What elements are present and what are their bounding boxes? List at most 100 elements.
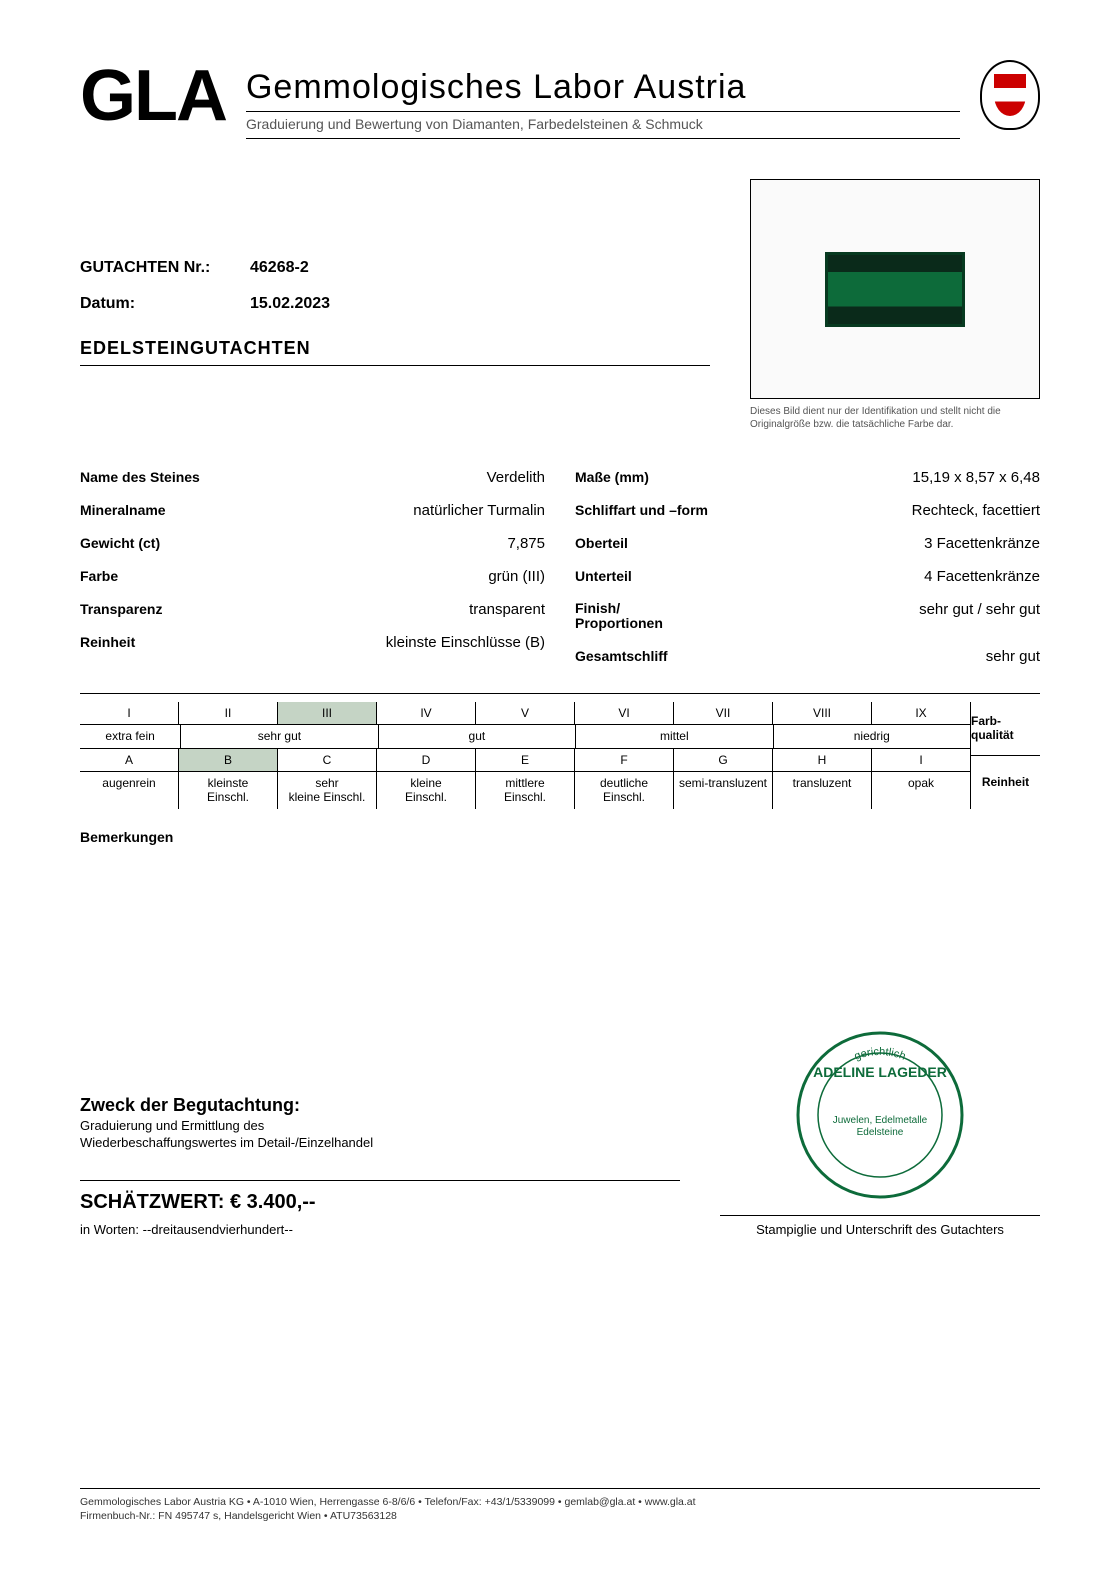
cert-date: 15.02.2023	[250, 295, 330, 313]
grade-cell: sehr gut	[181, 725, 378, 747]
grade-cell: C	[278, 749, 377, 771]
grade-cell: VII	[674, 702, 773, 724]
property-key: Transparenz	[80, 601, 162, 618]
photo-block: Dieses Bild dient nur der Identifikation…	[750, 179, 1040, 431]
grade-cell: kleineEinschl.	[377, 772, 476, 809]
property-value: transparent	[469, 601, 545, 618]
cert-number-label: GUTACHTEN Nr.:	[80, 259, 250, 277]
property-value: Verdelith	[487, 469, 545, 486]
grade-cell: mittlereEinschl.	[476, 772, 575, 809]
property-key: Gewicht (ct)	[80, 535, 160, 552]
grade-cell: augenrein	[80, 772, 179, 809]
grade-cell: IX	[872, 702, 970, 724]
grade-cell: semi-transluzent	[674, 772, 773, 809]
property-value: kleinste Einschlüsse (B)	[386, 634, 545, 651]
property-value: 4 Facettenkränze	[924, 568, 1040, 585]
property-key: Farbe	[80, 568, 118, 585]
remarks-label: Bemerkungen	[80, 829, 1040, 845]
property-row: Transparenz transparent	[80, 593, 545, 626]
logo: GLA	[80, 60, 226, 132]
grade-cell: III	[278, 702, 377, 724]
stamp-block: gerichtlich ADELINE LAGEDER Juwelen, Ede…	[720, 1025, 1040, 1237]
grade-cell: E	[476, 749, 575, 771]
header: GLA Gemmologisches Labor Austria Graduie…	[80, 60, 1040, 139]
property-key: Gesamtschliff	[575, 648, 668, 665]
grade-cell: F	[575, 749, 674, 771]
purpose-title: Zweck der Begutachtung:	[80, 1095, 680, 1116]
property-value: Rechteck, facettiert	[912, 502, 1040, 519]
property-row: Mineralname natürlicher Turmalin	[80, 494, 545, 527]
property-row: Unterteil 4 Facettenkränze	[575, 560, 1040, 593]
grade-cell: mittel	[576, 725, 773, 747]
property-row: Oberteil 3 Facettenkränze	[575, 527, 1040, 560]
property-key: Schliffart und –form	[575, 502, 708, 519]
grade-cell: niedrig	[774, 725, 970, 747]
grade-cell: extra fein	[80, 725, 181, 747]
property-row: Finish/ Proportionensehr gut / sehr gut	[575, 593, 1040, 640]
property-row: Name des Steines Verdelith	[80, 461, 545, 494]
company-subtitle: Graduierung und Bewertung von Diamanten,…	[246, 112, 960, 139]
section-title: EDELSTEINGUTACHTEN	[80, 338, 710, 366]
purpose-block: Zweck der Begutachtung: Graduierung und …	[80, 1095, 680, 1237]
grade-cell: deutlicheEinschl.	[575, 772, 674, 809]
side-clarity: Reinheit	[971, 756, 1040, 809]
property-value: 15,19 x 8,57 x 6,48	[912, 469, 1040, 486]
property-row: Maße (mm) 15,19 x 8,57 x 6,48	[575, 461, 1040, 494]
grade-cell: gut	[379, 725, 576, 747]
properties: Name des Steines Verdelith Mineralname natü…	[80, 461, 1040, 694]
grade-cell: kleinsteEinschl.	[179, 772, 278, 809]
company-title: Gemmologisches Labor Austria	[246, 68, 960, 112]
property-key: Oberteil	[575, 535, 628, 552]
certificate-meta: GUTACHTEN Nr.: 46268-2 Datum: 15.02.2023…	[80, 179, 710, 431]
grading-table: IIIIIIIVVVIVIIVIIIIXextra feinsehr gutgu…	[80, 702, 1040, 809]
grade-cell: transluzent	[773, 772, 872, 809]
property-key: Mineralname	[80, 502, 166, 519]
property-key: Maße (mm)	[575, 469, 649, 486]
side-color-quality: Farb-qualität	[971, 702, 1040, 756]
property-value: sehr gut / sehr gut	[919, 601, 1040, 632]
grade-cell: I	[80, 702, 179, 724]
valuation: SCHÄTZWERT: € 3.400,--	[80, 1180, 680, 1214]
grade-cell: VI	[575, 702, 674, 724]
grade-cell: opak	[872, 772, 970, 809]
crest-icon	[980, 60, 1040, 130]
stamp-icon: gerichtlich ADELINE LAGEDER Juwelen, Ede…	[790, 1025, 970, 1205]
property-row: Farbe grün (III)	[80, 560, 545, 593]
property-key: Unterteil	[575, 568, 632, 585]
grade-cell: G	[674, 749, 773, 771]
purpose-line2: Wiederbeschaffungswertes im Detail-/Einz…	[80, 1135, 680, 1150]
grade-cell: V	[476, 702, 575, 724]
valuation-words: in Worten: --dreitausendvierhundert--	[80, 1222, 680, 1237]
svg-text:gerichtlich: gerichtlich	[853, 1046, 908, 1063]
purpose-line1: Graduierung und Ermittlung des	[80, 1118, 680, 1133]
gem-photo	[750, 179, 1040, 399]
grade-cell: IV	[377, 702, 476, 724]
grade-cell: B	[179, 749, 278, 771]
gem-icon	[825, 252, 965, 327]
property-row: Gewicht (ct) 7,875	[80, 527, 545, 560]
property-key: Name des Steines	[80, 469, 200, 486]
grade-cell: sehrkleine Einschl.	[278, 772, 377, 809]
footer: Gemmologisches Labor Austria KG • A-1010…	[80, 1488, 1040, 1524]
grade-cell: II	[179, 702, 278, 724]
property-row: Schliffart und –form Rechteck, facettiert	[575, 494, 1040, 527]
stamp-name: ADELINE LAGEDER	[790, 1063, 970, 1081]
title-block: Gemmologisches Labor Austria Graduierung…	[246, 60, 960, 139]
property-value: 7,875	[507, 535, 545, 552]
cert-date-label: Datum:	[80, 295, 250, 313]
footer-line2: Firmenbuch-Nr.: FN 495747 s, Handelsgeri…	[80, 1509, 1040, 1524]
grade-cell: I	[872, 749, 970, 771]
grade-cell: H	[773, 749, 872, 771]
property-value: sehr gut	[986, 648, 1040, 665]
footer-line1: Gemmologisches Labor Austria KG • A-1010…	[80, 1495, 1040, 1510]
property-value: grün (III)	[488, 568, 545, 585]
property-row: Gesamtschliff sehr gut	[575, 640, 1040, 673]
grade-cell: D	[377, 749, 476, 771]
photo-caption: Dieses Bild dient nur der Identifikation…	[750, 405, 1040, 431]
grade-cell: A	[80, 749, 179, 771]
stamp-sub: Juwelen, Edelmetalle Edelsteine	[810, 1115, 950, 1139]
property-value: 3 Facettenkränze	[924, 535, 1040, 552]
property-value: natürlicher Turmalin	[413, 502, 545, 519]
grade-cell: VIII	[773, 702, 872, 724]
signature-line: Stampiglie und Unterschrift des Gutachte…	[720, 1215, 1040, 1237]
